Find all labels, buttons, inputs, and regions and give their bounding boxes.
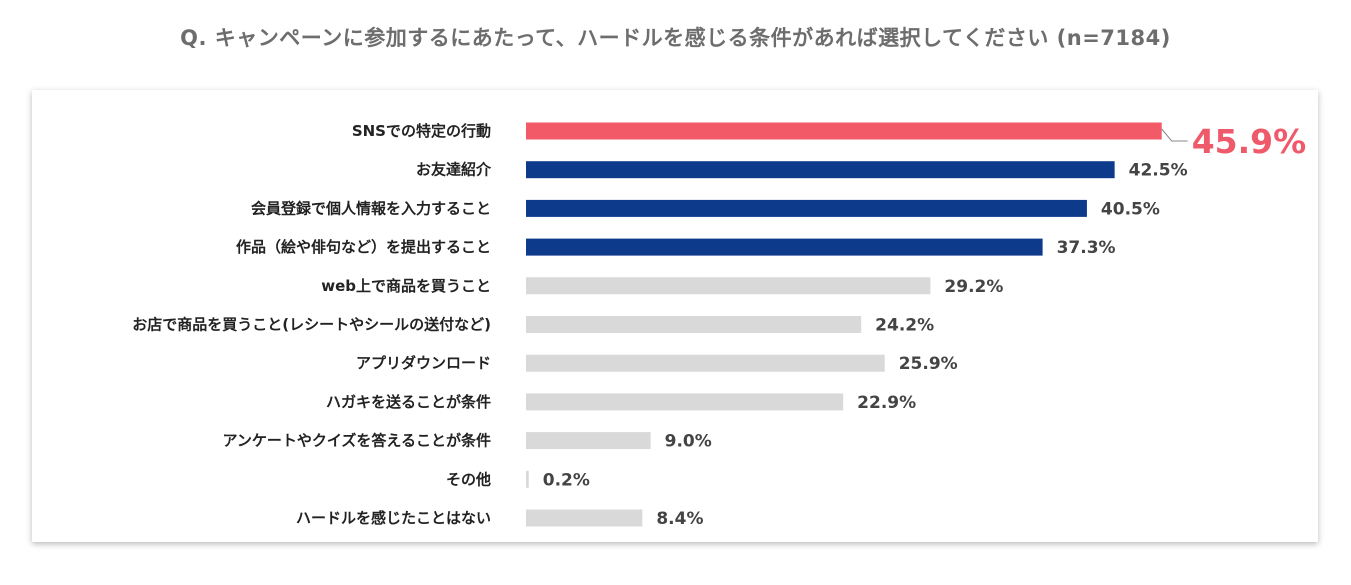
category-label: SNSでの特定の行動 <box>352 122 491 140</box>
value-label: 8.4% <box>656 509 703 529</box>
bar <box>526 354 885 372</box>
category-label: アンケートやクイズを答えることが条件 <box>222 432 491 450</box>
value-label: 0.2% <box>543 470 590 490</box>
bar <box>526 199 1087 217</box>
category-label: ハガキを送ることが条件 <box>326 393 491 411</box>
bar-chart: SNSでの特定の行動 45.9% お友達紹介 42.5% 会員登録で個人情報を入力するこ… <box>132 122 1307 529</box>
category-label: 作品（絵や俳句など）を提出すること <box>236 238 491 256</box>
chart-title: Q. キャンペーンに参加するにあたって、ハードルを感じる条件があれば選択してくだ… <box>180 26 1171 50</box>
value-label: 24.2% <box>875 316 934 336</box>
bar <box>526 432 651 450</box>
bar <box>526 393 844 411</box>
value-label: 37.3% <box>1057 238 1116 258</box>
value-label: 9.0% <box>665 432 712 452</box>
bar <box>526 122 1162 140</box>
category-label: その他 <box>446 470 491 488</box>
value-label: 42.5% <box>1129 161 1188 181</box>
value-label: 29.2% <box>944 277 1003 297</box>
category-label: web上で商品を買うこと <box>321 277 491 295</box>
bar <box>526 161 1115 179</box>
highlight-value-label: 45.9% <box>1192 122 1307 161</box>
bar <box>526 470 529 488</box>
highlight-leader-line <box>1161 128 1188 142</box>
value-label: 25.9% <box>899 354 958 374</box>
category-label: ハードルを感じたことはない <box>296 509 491 527</box>
bar <box>526 316 862 333</box>
category-label: お友達紹介 <box>416 161 492 179</box>
value-label: 22.9% <box>857 393 916 413</box>
bar <box>526 277 931 295</box>
bar <box>526 238 1043 256</box>
bar <box>526 509 643 527</box>
category-label: アプリダウンロード <box>356 354 491 372</box>
category-label: 会員登録で個人情報を入力すること <box>251 199 491 217</box>
chart-card: SNSでの特定の行動 45.9% お友達紹介 42.5% 会員登録で個人情報を入力するこ… <box>32 90 1318 542</box>
value-label: 40.5% <box>1101 199 1160 219</box>
category-label: お店で商品を買うこと(レシートやシールの送付など) <box>132 316 491 334</box>
